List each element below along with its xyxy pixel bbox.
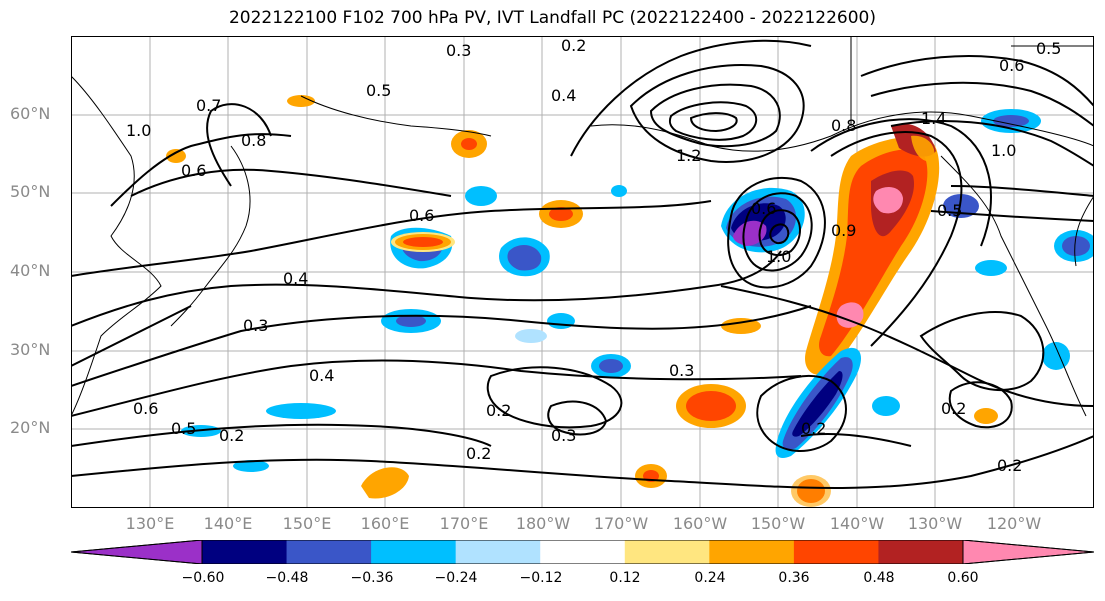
colorbar-tick: 0.48 (863, 570, 895, 586)
pv-shading (166, 95, 1094, 507)
contour-label: 0.2 (941, 399, 966, 418)
contour-label: 0.2 (561, 36, 586, 55)
lon-label: 170°W (593, 514, 649, 533)
contour-label: 0.2 (219, 426, 244, 445)
lon-label: 160°E (360, 514, 410, 533)
contour-label: 0.6 (751, 199, 776, 218)
colorbar-segment (202, 540, 288, 564)
colorbar-segment (624, 540, 710, 564)
lon-label: 150°W (750, 514, 806, 533)
lon-label: 140°W (829, 514, 885, 533)
contour-label: 0.3 (446, 41, 471, 60)
contour-label: 0.9 (831, 221, 856, 240)
colorbar-tick: −0.36 (350, 570, 394, 586)
lon-label: 180°W (515, 514, 571, 533)
lon-label: 140°E (203, 514, 253, 533)
colorbar-tick: 0.60 (947, 570, 979, 586)
contour-label: 0.2 (486, 401, 511, 420)
map-panel: 0.3 0.2 0.4 0.5 0.7 0.6 1.0 0.8 1.2 1.4 … (71, 36, 1094, 508)
colorbar-tick: −0.60 (181, 570, 225, 586)
contour-label: 0.7 (196, 96, 221, 115)
colorbar-segment (878, 540, 964, 564)
colorbar (71, 540, 1094, 564)
contour-label: 0.6 (999, 56, 1024, 75)
colorbar-segment (371, 540, 457, 564)
lat-label: 20°N (10, 418, 51, 437)
contour-label: 0.6 (181, 161, 206, 180)
contour-labels: 0.3 0.2 0.4 0.5 0.7 0.6 1.0 0.8 1.2 1.4 … (126, 36, 1061, 475)
colorbar-tick: −0.24 (434, 570, 478, 586)
contour-label: 0.6 (133, 399, 158, 418)
lat-label: 50°N (10, 182, 51, 201)
contour-label: 1.2 (676, 146, 701, 165)
colorbar-tick: −0.12 (519, 570, 563, 586)
colorbar-segment (540, 540, 626, 564)
contour-label: 0.3 (243, 316, 268, 335)
lat-label: 40°N (10, 261, 51, 280)
contour-label: 0.8 (241, 131, 266, 150)
contour-label: 0.4 (309, 366, 334, 385)
ivt-contours (71, 39, 1094, 489)
contour-label: 0.3 (551, 426, 576, 445)
contour-label: 0.5 (366, 81, 391, 100)
colorbar-tick: 0.36 (778, 570, 810, 586)
coastlines (71, 36, 1094, 417)
contour-label: 0.3 (669, 361, 694, 380)
colorbar-segment (963, 540, 1094, 564)
contour-label: 0.5 (937, 201, 962, 220)
lon-label: 150°E (282, 514, 332, 533)
contour-label: 0.5 (171, 419, 196, 438)
colorbar-tick: 0.24 (694, 570, 726, 586)
contour-label: 0.8 (831, 116, 856, 135)
colorbar-segment (709, 540, 795, 564)
lon-label: 120°W (986, 514, 1042, 533)
contour-label: 0.2 (466, 444, 491, 463)
colorbar-segment (455, 540, 541, 564)
contour-label: 0.6 (409, 206, 434, 225)
contour-label: 1.0 (766, 247, 791, 266)
contour-label: 0.4 (551, 86, 576, 105)
contour-label: 1.0 (126, 121, 151, 140)
map-title: 2022122100 F102 700 hPa PV, IVT Landfall… (228, 8, 876, 28)
contour-label: 1.0 (991, 141, 1016, 160)
colorbar-segment (286, 540, 372, 564)
contour-label: 1.4 (921, 109, 946, 128)
colorbar-segment (793, 540, 879, 564)
colorbar-tick: −0.48 (265, 570, 309, 586)
contour-label: 0.2 (801, 419, 826, 438)
lat-label: 30°N (10, 340, 51, 359)
lon-label: 170°E (439, 514, 489, 533)
colorbar-tick: 0.12 (609, 570, 641, 586)
colorbar-segment (71, 540, 202, 564)
contour-label: 0.2 (997, 456, 1022, 475)
contour-label: 0.5 (1036, 39, 1061, 58)
lon-label: 130°W (907, 514, 963, 533)
contour-label: 0.4 (283, 269, 308, 288)
lon-label: 130°E (125, 514, 175, 533)
map-frame (71, 36, 1094, 508)
lat-label: 60°N (10, 104, 51, 123)
lon-label: 160°W (672, 514, 728, 533)
